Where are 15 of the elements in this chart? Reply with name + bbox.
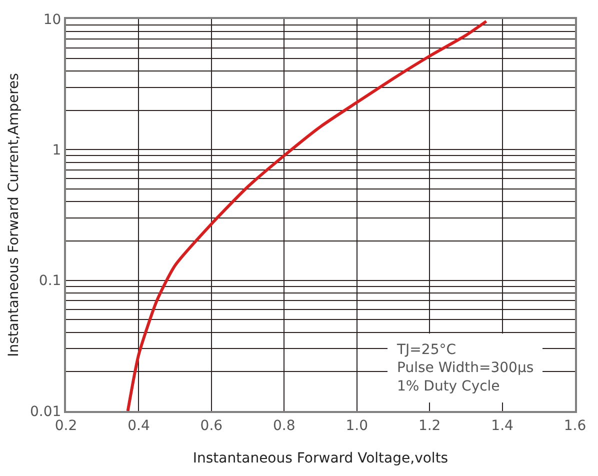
- x-tick-label: 1.4: [491, 418, 514, 434]
- x-tick-label: 0.4: [128, 418, 150, 434]
- x-tick-label: 0.6: [200, 418, 223, 434]
- x-tick-label: 1.6: [564, 418, 586, 434]
- y-tick-label: 0.01: [30, 404, 62, 420]
- x-axis-title: Instantaneous Forward Voltage,volts: [192, 450, 448, 467]
- y-axis-title: Instantaneous Forward Current,Amperes: [6, 73, 22, 357]
- x-tick-label: 1.0: [346, 418, 368, 434]
- annotation: TJ=25°C Pulse Width=300μs 1% Duty Cycle: [396, 342, 534, 394]
- y-tick-label: 10: [43, 12, 62, 28]
- x-tick-label: 0.8: [273, 418, 296, 434]
- x-tick-label: 0.2: [54, 418, 78, 434]
- x-tick-label: 1.2: [418, 418, 441, 434]
- y-tick-label: 1: [52, 142, 62, 159]
- y-tick-label: 0.1: [38, 273, 62, 290]
